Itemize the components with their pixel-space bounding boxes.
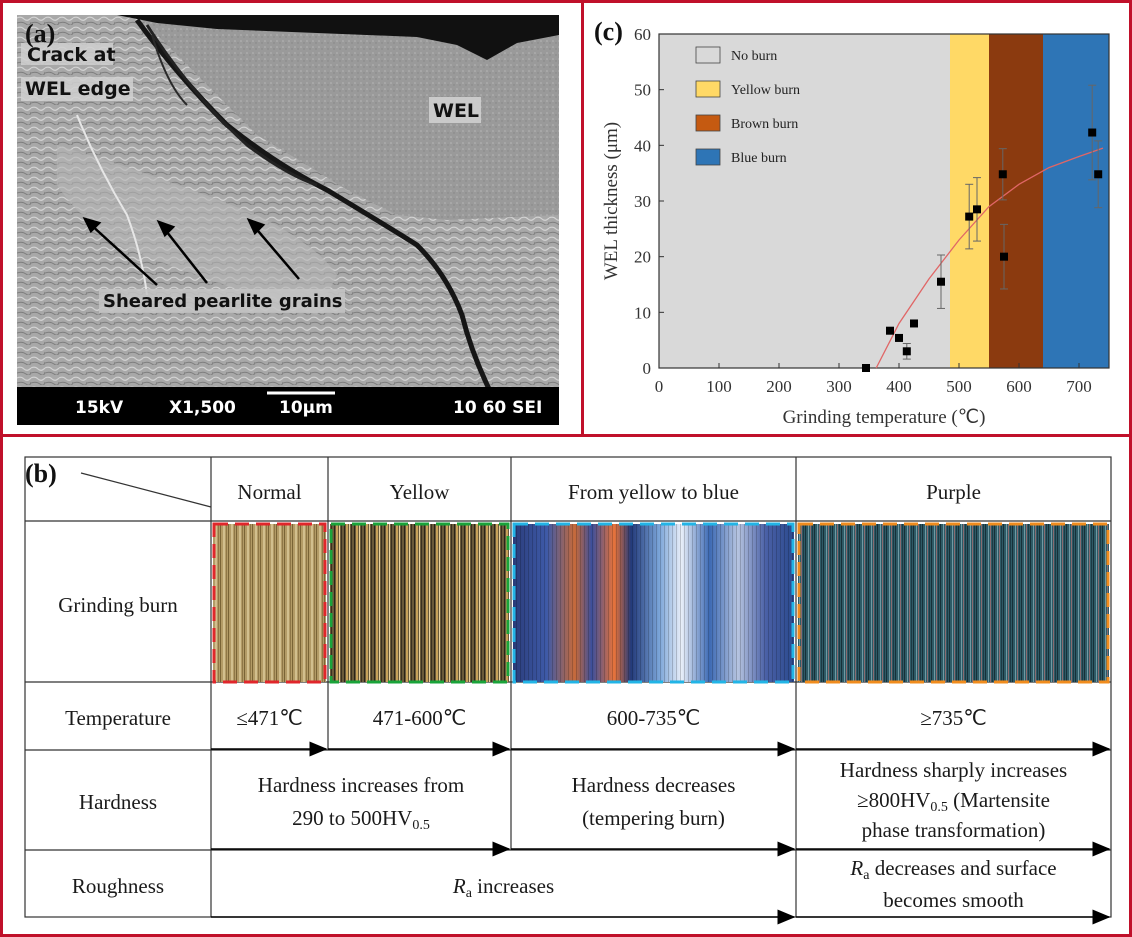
panel-label-a: (a) — [25, 19, 56, 48]
row-header-temperature: Temperature — [65, 706, 171, 730]
crack-label-line1: Crack at — [27, 44, 116, 66]
image-dashed-border — [512, 522, 795, 684]
column-header: From yellow to blue — [568, 480, 739, 504]
grinding-burn-table: Normal Yellow From yellow to blue Purple Gri… — [24, 456, 1112, 925]
y-tick-label: 0 — [643, 359, 652, 378]
legend-label: Blue burn — [731, 151, 787, 166]
data-point — [1088, 128, 1097, 137]
hardness-text-3c: phase transformation) — [862, 818, 1046, 842]
x-tick-label: 600 — [1006, 377, 1032, 396]
range-arrows — [211, 741, 1111, 925]
panel-label-c: (c) — [594, 17, 623, 46]
data-point — [1000, 252, 1008, 261]
roughness-text-1: Ra increases — [452, 874, 554, 901]
region-blue-burn — [1043, 34, 1109, 368]
hardness-text-3a: Hardness sharply increases — [840, 758, 1067, 782]
y-axis-label: WEL thickness (μm) — [601, 122, 622, 280]
y-tick-label: 40 — [634, 136, 651, 155]
y-tick-label: 60 — [634, 25, 651, 44]
hardness-text-1b: 290 to 500HV0.5 — [292, 806, 430, 833]
image-dashed-border — [212, 522, 327, 684]
row-header-roughness: Roughness — [72, 874, 164, 898]
fit-curve — [875, 147, 1104, 369]
panel-b: Normal Yellow From yellow to blue Purple Gri… — [0, 434, 1132, 937]
hardness-text-2a: Hardness decreases — [572, 773, 736, 797]
legend-swatch — [695, 148, 721, 166]
sheared-pearlite-label: Sheared pearlite grains — [103, 291, 343, 312]
normal-burn-image — [213, 524, 326, 682]
sem-magnification: X1,500 — [169, 398, 236, 418]
purple-burn-image — [798, 524, 1109, 682]
data-point — [902, 347, 911, 356]
x-axis-label: Grinding temperature (℃) — [783, 407, 986, 428]
wel-thickness-chart: 0 100 200 300 400 500 600 700 0 10 20 30 40 50 60 Grind… — [601, 25, 1110, 428]
top-dark-edge — [117, 15, 559, 60]
sheared-zone — [57, 145, 337, 315]
roughness-text-2a: Ra decreases and surface — [849, 856, 1056, 883]
temperature-value: 600-735℃ — [607, 706, 701, 730]
y-tick-label: 20 — [634, 248, 651, 267]
legend-swatch — [695, 80, 721, 98]
image-dashed-border — [329, 522, 510, 684]
panel-label-b: (b) — [25, 459, 57, 488]
column-header: Normal — [237, 480, 301, 504]
x-tick-label: 0 — [655, 377, 664, 396]
panel-c: 0 100 200 300 400 500 600 700 0 10 20 30 40 50 60 Grind… — [581, 0, 1132, 437]
crack-label-line2: WEL edge — [25, 78, 131, 100]
data-point — [998, 170, 1007, 179]
hardness-text-3b: ≥800HV0.5 (Martensite — [857, 788, 1050, 815]
wel-region — [137, 15, 559, 220]
data-point — [973, 205, 981, 214]
grain-boundary — [76, 114, 148, 296]
wel-label: WEL — [433, 100, 479, 122]
image-dashed-border — [797, 522, 1110, 684]
sem-voltage: 15kV — [75, 398, 124, 418]
data-point — [1094, 170, 1103, 179]
data-point — [895, 333, 903, 342]
legend-label: No burn — [731, 49, 777, 64]
sem-micrograph: Crack at WEL edge WEL Sheared pearlite g… — [17, 15, 559, 425]
x-tick-label: 700 — [1066, 377, 1092, 396]
data-point — [965, 212, 974, 221]
column-header: Yellow — [390, 480, 451, 504]
data-point — [910, 319, 918, 328]
y-tick-label: 10 — [634, 303, 651, 322]
hardness-text-2b: (tempering burn) — [582, 806, 725, 830]
temperature-value: 471-600℃ — [373, 706, 467, 730]
column-header: Purple — [926, 480, 981, 504]
x-tick-label: 300 — [826, 377, 852, 396]
sem-code: 10 60 SEI — [453, 398, 542, 418]
x-tick-label: 200 — [766, 377, 792, 396]
data-point — [886, 326, 894, 335]
yellow-burn-image — [330, 524, 509, 682]
legend-label: Brown burn — [731, 117, 798, 132]
temperature-value: ≥735℃ — [920, 706, 987, 730]
region-brown-burn — [989, 34, 1043, 368]
data-point — [937, 277, 945, 286]
data-point — [862, 364, 870, 372]
y-tick-label: 50 — [634, 81, 651, 100]
legend-swatch — [695, 114, 721, 132]
y-tick-label: 30 — [634, 192, 651, 211]
row-header-hardness: Hardness — [79, 790, 157, 814]
x-tick-label: 100 — [706, 377, 732, 396]
legend-swatch — [695, 46, 721, 64]
x-tick-label: 500 — [946, 377, 972, 396]
x-tick-label: 400 — [886, 377, 912, 396]
sem-scale: 10μm — [279, 398, 333, 418]
hardness-text-1a: Hardness increases from — [258, 773, 464, 797]
legend-label: Yellow burn — [731, 83, 800, 98]
temperature-value: ≤471℃ — [236, 706, 303, 730]
roughness-text-2b: becomes smooth — [883, 888, 1024, 912]
annotation-arrows — [82, 217, 300, 286]
row-header-grinding-burn: Grinding burn — [58, 593, 178, 617]
panel-a: Crack at WEL edge WEL Sheared pearlite g… — [0, 0, 584, 437]
branch-crack — [145, 24, 318, 187]
